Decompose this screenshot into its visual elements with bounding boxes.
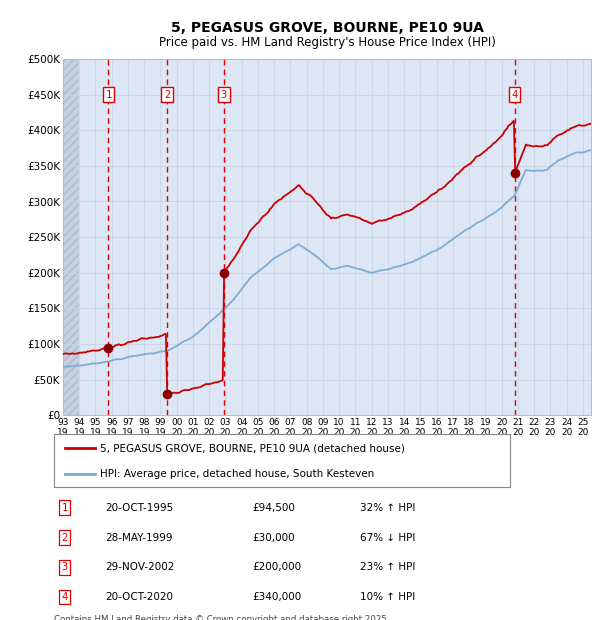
- Text: 2: 2: [164, 89, 170, 100]
- Text: £340,000: £340,000: [252, 592, 301, 602]
- Text: 4: 4: [62, 592, 68, 602]
- Text: 5, PEGASUS GROVE, BOURNE, PE10 9UA: 5, PEGASUS GROVE, BOURNE, PE10 9UA: [170, 21, 484, 35]
- Text: 10% ↑ HPI: 10% ↑ HPI: [360, 592, 415, 602]
- Text: 67% ↓ HPI: 67% ↓ HPI: [360, 533, 415, 542]
- Text: Contains HM Land Registry data © Crown copyright and database right 2025.: Contains HM Land Registry data © Crown c…: [54, 615, 389, 620]
- Text: £30,000: £30,000: [252, 533, 295, 542]
- Text: 3: 3: [221, 89, 227, 100]
- Text: Price paid vs. HM Land Registry's House Price Index (HPI): Price paid vs. HM Land Registry's House …: [158, 36, 496, 48]
- Text: £200,000: £200,000: [252, 562, 301, 572]
- Text: £94,500: £94,500: [252, 503, 295, 513]
- Text: 1: 1: [62, 503, 68, 513]
- Bar: [63, 59, 79, 415]
- Text: 3: 3: [62, 562, 68, 572]
- Text: 2: 2: [62, 533, 68, 542]
- Text: HPI: Average price, detached house, South Kesteven: HPI: Average price, detached house, Sout…: [100, 469, 374, 479]
- Text: 1: 1: [106, 89, 112, 100]
- Text: 28-MAY-1999: 28-MAY-1999: [105, 533, 173, 542]
- Text: 32% ↑ HPI: 32% ↑ HPI: [360, 503, 415, 513]
- Text: 4: 4: [512, 89, 518, 100]
- Text: 29-NOV-2002: 29-NOV-2002: [105, 562, 175, 572]
- Text: 20-OCT-1995: 20-OCT-1995: [105, 503, 173, 513]
- Text: 20-OCT-2020: 20-OCT-2020: [105, 592, 173, 602]
- Text: 23% ↑ HPI: 23% ↑ HPI: [360, 562, 415, 572]
- Text: 5, PEGASUS GROVE, BOURNE, PE10 9UA (detached house): 5, PEGASUS GROVE, BOURNE, PE10 9UA (deta…: [100, 443, 404, 453]
